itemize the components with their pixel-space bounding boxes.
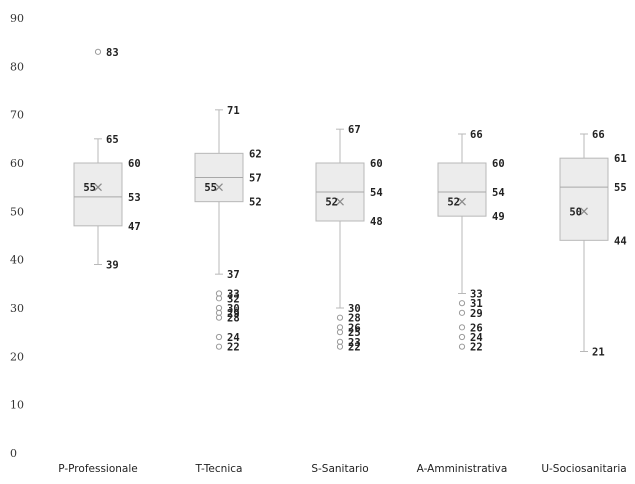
data-label: 52 — [447, 197, 460, 209]
data-label: 49 — [492, 211, 505, 223]
y-tick-label: 0 — [10, 447, 17, 460]
data-label: 22 — [470, 342, 483, 354]
y-tick-label: 30 — [10, 302, 24, 315]
outlier-point — [336, 314, 344, 321]
outlier-point — [458, 309, 466, 316]
outlier-point — [458, 343, 466, 350]
y-tick-label: 20 — [10, 350, 24, 363]
data-label: 52 — [325, 197, 338, 209]
data-label: 65 — [106, 134, 119, 146]
data-label: 60 — [128, 158, 141, 170]
outlier-point — [94, 48, 102, 55]
data-label: 83 — [106, 47, 119, 59]
outlier-point — [215, 333, 223, 341]
data-label: 23 — [348, 337, 361, 349]
mean-marker — [580, 207, 588, 216]
data-label: 55 — [614, 182, 627, 194]
data-label: 24 — [227, 332, 240, 344]
data-label: 28 — [227, 313, 240, 325]
data-label: 24 — [470, 332, 483, 344]
data-label: 31 — [470, 298, 483, 310]
outlier-point — [215, 314, 223, 321]
data-label: 33 — [470, 289, 483, 301]
outlier-point — [336, 343, 344, 350]
y-axis: 0 10 20 30 40 50 60 70 80 90 — [10, 12, 24, 460]
box-group: 83 65 60 55 53 47 39 — [73, 47, 141, 272]
y-tick-label: 70 — [10, 109, 24, 122]
category-label: S-Sanitario — [311, 463, 368, 475]
outlier-point — [458, 324, 466, 331]
data-label: 47 — [128, 221, 141, 233]
x-axis: P-Professionale T-Tecnica S-Sanitario A-Amm… — [58, 463, 626, 475]
box-group: 66 61 55 50 44 21 — [559, 129, 627, 359]
mean-marker — [94, 183, 102, 192]
data-label: 67 — [348, 124, 361, 136]
data-label: 37 — [227, 269, 240, 281]
outlier-point — [215, 343, 223, 350]
category-label: T-Tecnica — [195, 463, 243, 475]
y-tick-label: 90 — [10, 12, 24, 25]
y-tick-label: 60 — [10, 157, 24, 170]
outlier-point — [336, 329, 344, 336]
data-label: 66 — [470, 129, 483, 141]
data-label: 53 — [128, 192, 141, 204]
y-tick-label: 80 — [10, 60, 24, 73]
data-label: 66 — [592, 129, 605, 141]
mean-marker — [336, 197, 344, 206]
data-label: 22 — [227, 342, 240, 354]
data-label: 25 — [348, 327, 361, 339]
data-label: 71 — [227, 105, 240, 117]
outlier-point — [458, 333, 466, 341]
data-label: 44 — [614, 235, 627, 247]
mean-marker — [215, 183, 223, 192]
iqr-box — [559, 157, 609, 241]
outlier-point — [215, 295, 223, 302]
data-label: 26 — [470, 322, 483, 334]
y-tick-label: 40 — [10, 254, 24, 267]
iqr-box — [437, 162, 487, 217]
data-label: 52 — [249, 197, 262, 209]
plot-area: 8365605553473971625755523733323029282422… — [73, 47, 627, 359]
data-label: 22 — [348, 342, 361, 354]
data-label: 33 — [227, 289, 240, 301]
data-label: 29 — [470, 308, 483, 320]
data-label: 60 — [492, 158, 505, 170]
data-label: 39 — [106, 260, 119, 272]
data-label: 30 — [227, 303, 240, 315]
category-label: P-Professionale — [58, 463, 137, 475]
data-label: 28 — [348, 313, 361, 325]
data-label: 29 — [227, 308, 240, 320]
data-label: 48 — [370, 216, 383, 228]
data-label: 32 — [227, 293, 240, 305]
category-label: A-Amministrativa — [417, 463, 508, 475]
data-label: 30 — [348, 303, 361, 315]
data-label: 54 — [492, 187, 505, 199]
category-label: U-Sociosanitaria — [541, 463, 626, 475]
data-label: 57 — [249, 173, 262, 185]
outlier-point — [458, 300, 466, 307]
iqr-box — [73, 162, 123, 227]
data-label: 54 — [370, 187, 383, 199]
data-label: 26 — [348, 322, 361, 334]
mean-marker — [458, 197, 466, 206]
y-tick-label: 10 — [10, 399, 24, 412]
data-label: 55 — [83, 182, 96, 194]
data-label: 50 — [569, 206, 582, 218]
data-label: 62 — [249, 148, 262, 160]
y-tick-label: 50 — [10, 205, 24, 218]
data-label: 55 — [204, 182, 217, 194]
data-label: 61 — [614, 153, 627, 165]
data-label: 21 — [592, 347, 605, 359]
data-label: 60 — [370, 158, 383, 170]
